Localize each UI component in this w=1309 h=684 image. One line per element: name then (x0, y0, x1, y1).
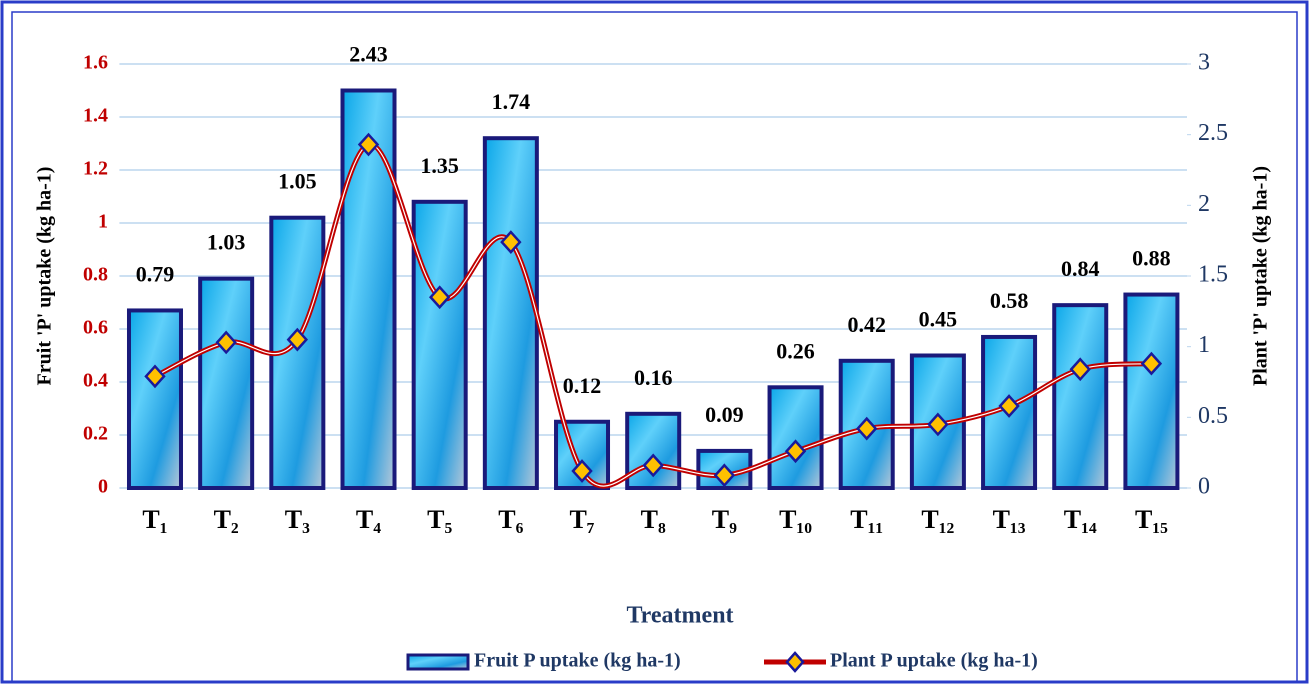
x-tick-label: T₄ (356, 505, 381, 534)
data-label: 0.79 (136, 261, 175, 286)
x-tick-label: T₃ (285, 505, 310, 534)
y-tick-label: 1 (98, 211, 108, 233)
y2-tick-label: 1 (1198, 332, 1210, 358)
y2-tick-label: 0 (1198, 474, 1210, 500)
y-tick-label: 0 (98, 476, 108, 498)
marker (500, 230, 522, 254)
y-tick-label: 1.6 (83, 52, 108, 74)
x-tick-label: T₁₂ (921, 505, 954, 534)
y-tick-label: 1.4 (83, 105, 108, 127)
data-label: 1.05 (278, 169, 317, 194)
x-tick-label: T₁₅ (1135, 505, 1168, 534)
data-label: 0.16 (634, 365, 673, 390)
marker (144, 364, 166, 389)
data-label: 0.58 (990, 288, 1029, 313)
legend-marker (785, 651, 805, 673)
marker (571, 459, 593, 483)
inner-frame (11, 11, 1298, 683)
x-tick-label: T₁₀ (779, 505, 812, 534)
legend-label: Plant P uptake (kg ha-1) (830, 650, 1038, 672)
data-label: 1.03 (207, 230, 246, 255)
bar (767, 385, 824, 490)
y2-tick-label: 2.5 (1198, 120, 1228, 146)
x-tick-label: T₁₃ (993, 505, 1026, 534)
data-label: 0.09 (705, 402, 744, 427)
marker (856, 416, 878, 441)
data-label: 1.35 (420, 153, 459, 178)
data-label: 0.42 (847, 312, 886, 337)
marker (927, 412, 949, 437)
x-tick-label: T₁₁ (850, 505, 883, 534)
legend-label: Fruit P uptake (kg ha-1) (474, 650, 681, 672)
bar (482, 136, 539, 490)
y-tick-label: 0.8 (83, 264, 108, 286)
marker (286, 327, 309, 352)
y-tick-label: 0.4 (83, 370, 108, 392)
legend-swatch (406, 653, 470, 671)
bar (198, 276, 255, 490)
data-label: 0.45 (919, 307, 958, 332)
y2-tick-label: 2 (1198, 191, 1210, 217)
y-tick-label: 1.2 (83, 158, 108, 180)
marker (428, 285, 451, 310)
y2-axis-title: Plant 'P' uptake (kg ha-1) (1250, 166, 1272, 386)
x-tick-label: T₉ (712, 505, 737, 534)
y-tick-label: 0.2 (83, 423, 108, 445)
x-tick-label: T₂ (214, 505, 239, 534)
y-tick-label: 0.6 (83, 317, 108, 339)
x-tick-label: T₆ (498, 505, 523, 534)
x-tick-label: T₅ (427, 505, 452, 534)
marker (998, 394, 1020, 418)
marker (1140, 351, 1163, 376)
x-axis-title: Treatment (626, 603, 733, 629)
x-tick-label: T₁ (142, 505, 167, 534)
y2-tick-label: 3 (1198, 50, 1210, 76)
x-tick-label: T₈ (641, 505, 666, 534)
marker (713, 463, 736, 488)
marker (357, 132, 380, 157)
bar (1123, 292, 1180, 490)
data-label: 0.12 (563, 373, 602, 398)
y-axis-title: Fruit 'P' uptake (kg ha-1) (34, 167, 56, 386)
bar (1052, 303, 1109, 490)
data-label: 0.26 (776, 338, 815, 363)
bar (126, 308, 183, 491)
marker (1069, 357, 1091, 382)
x-tick-label: T₇ (569, 505, 594, 534)
data-label: 0.84 (1061, 256, 1100, 281)
x-tick-label: T₁₄ (1064, 505, 1097, 534)
y2-tick-label: 0.5 (1198, 403, 1228, 429)
marker (784, 439, 807, 464)
bar (411, 199, 468, 491)
data-label: 0.88 (1132, 246, 1171, 271)
y2-tick-label: 1.5 (1198, 262, 1228, 288)
data-label: 1.74 (492, 89, 531, 114)
data-label: 2.43 (349, 42, 388, 67)
marker (642, 453, 664, 478)
marker (215, 330, 237, 355)
